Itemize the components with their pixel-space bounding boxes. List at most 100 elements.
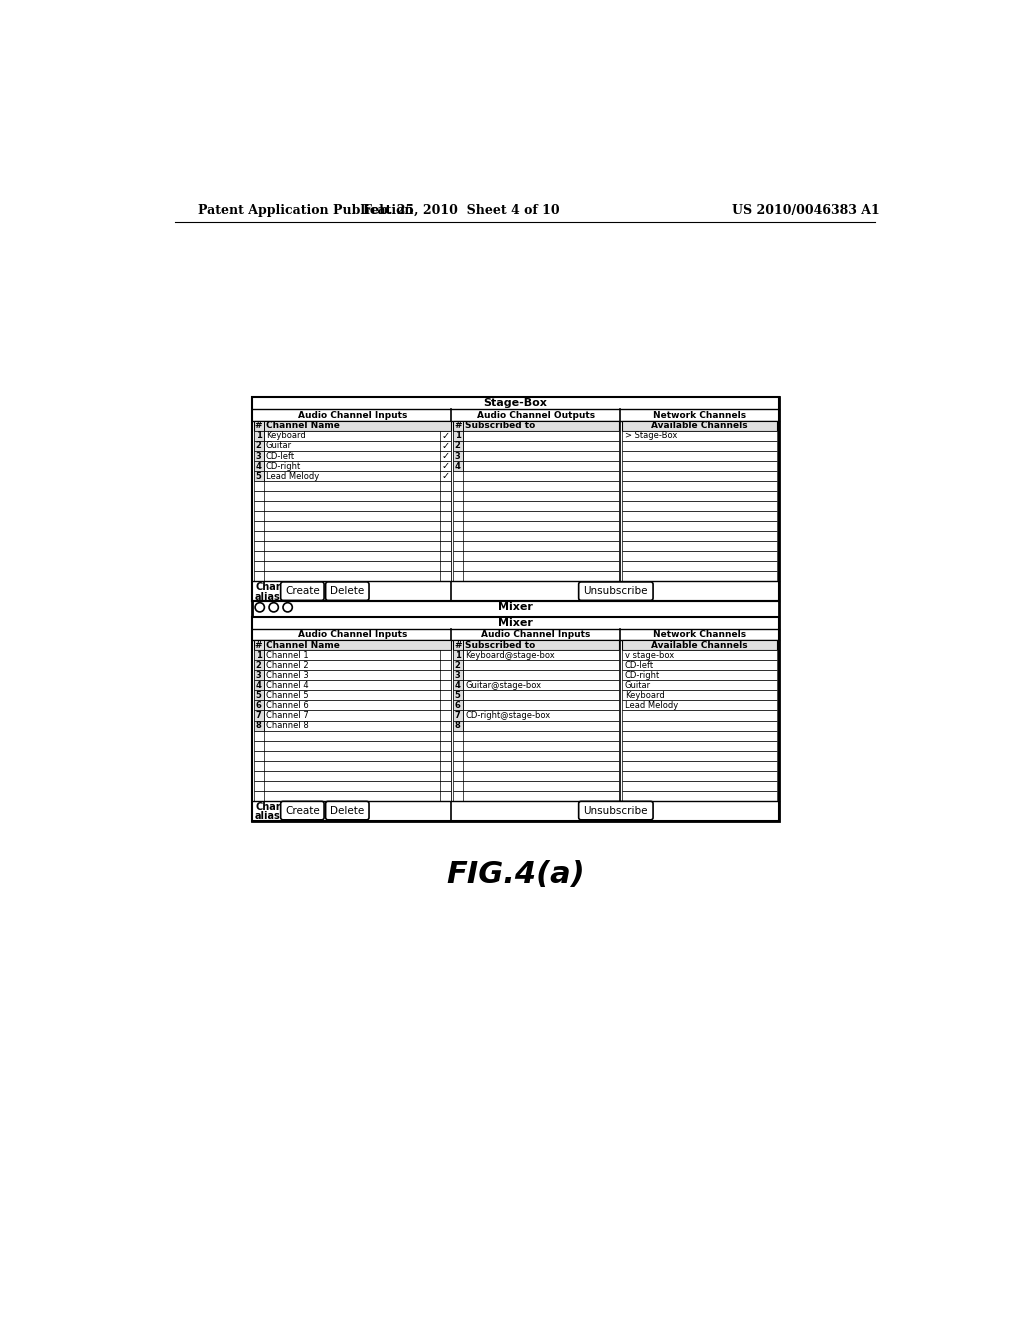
- Text: Channel Name: Channel Name: [266, 642, 340, 649]
- Text: 4: 4: [256, 462, 261, 470]
- Text: Audio Channel Inputs: Audio Channel Inputs: [298, 411, 408, 420]
- Bar: [254, 451, 452, 461]
- Text: Guitar: Guitar: [625, 681, 651, 690]
- Text: #: #: [255, 421, 262, 430]
- Text: Keyboard: Keyboard: [266, 432, 306, 441]
- Text: Channel 3: Channel 3: [266, 671, 308, 680]
- Text: Unsubscribe: Unsubscribe: [584, 805, 648, 816]
- Text: 5: 5: [256, 471, 261, 480]
- Text: 3: 3: [256, 451, 261, 461]
- Bar: [453, 701, 463, 710]
- Bar: [453, 461, 618, 471]
- Bar: [254, 491, 452, 502]
- Bar: [254, 521, 452, 531]
- Text: Channel: Channel: [255, 801, 300, 812]
- Bar: [254, 421, 452, 430]
- Bar: [622, 521, 777, 531]
- Bar: [622, 541, 777, 552]
- Bar: [254, 552, 452, 561]
- Text: #: #: [454, 421, 462, 430]
- Bar: [254, 681, 263, 690]
- Text: 5: 5: [256, 690, 261, 700]
- Text: CD-right@stage-box: CD-right@stage-box: [465, 711, 550, 719]
- Bar: [622, 441, 777, 451]
- FancyBboxPatch shape: [281, 801, 324, 820]
- Text: 4: 4: [455, 681, 461, 690]
- Bar: [252, 397, 779, 821]
- Text: 7: 7: [256, 711, 261, 719]
- Text: Channel 2: Channel 2: [266, 661, 308, 671]
- Bar: [453, 640, 618, 651]
- Bar: [254, 461, 263, 471]
- Bar: [453, 430, 618, 441]
- Text: 8: 8: [455, 721, 461, 730]
- Text: Network Channels: Network Channels: [653, 630, 746, 639]
- Text: 7: 7: [455, 711, 461, 719]
- Bar: [622, 421, 777, 430]
- Text: CD-right: CD-right: [625, 671, 660, 680]
- Bar: [453, 690, 618, 701]
- Bar: [254, 681, 452, 690]
- Bar: [453, 511, 618, 521]
- Bar: [453, 701, 618, 710]
- Text: 1: 1: [455, 432, 461, 441]
- Bar: [453, 430, 463, 441]
- Text: 1: 1: [256, 651, 261, 660]
- Bar: [254, 671, 452, 681]
- Bar: [254, 660, 452, 671]
- Text: Keyboard: Keyboard: [625, 690, 665, 700]
- Text: Network Channels: Network Channels: [653, 411, 746, 420]
- Text: CD-left: CD-left: [625, 661, 654, 671]
- Bar: [453, 681, 618, 690]
- Bar: [453, 491, 618, 502]
- Text: ✓: ✓: [441, 471, 450, 480]
- Bar: [622, 721, 777, 730]
- Text: v stage-box: v stage-box: [625, 651, 674, 660]
- Text: Unsubscribe: Unsubscribe: [584, 586, 648, 597]
- Bar: [254, 721, 452, 730]
- Text: Stage-Box: Stage-Box: [483, 399, 548, 408]
- Bar: [453, 710, 463, 721]
- Bar: [254, 480, 452, 491]
- Text: Channel 4: Channel 4: [266, 681, 308, 690]
- Text: Guitar: Guitar: [266, 441, 292, 450]
- Text: Channel 7: Channel 7: [266, 711, 308, 719]
- Bar: [254, 771, 452, 780]
- Bar: [254, 561, 452, 572]
- Bar: [622, 461, 777, 471]
- Bar: [453, 541, 618, 552]
- Bar: [622, 491, 777, 502]
- Bar: [453, 721, 618, 730]
- Bar: [254, 511, 452, 521]
- Text: 1: 1: [455, 651, 461, 660]
- Bar: [622, 701, 777, 710]
- Bar: [622, 561, 777, 572]
- Bar: [453, 660, 463, 671]
- Bar: [622, 640, 777, 651]
- Bar: [453, 751, 618, 760]
- Bar: [254, 471, 452, 480]
- Bar: [254, 640, 452, 651]
- FancyBboxPatch shape: [579, 582, 653, 601]
- Bar: [254, 791, 452, 800]
- Bar: [453, 660, 618, 671]
- Text: #: #: [454, 642, 462, 649]
- FancyBboxPatch shape: [579, 801, 653, 820]
- Text: Available Channels: Available Channels: [651, 642, 748, 649]
- Bar: [453, 572, 618, 581]
- Bar: [453, 502, 618, 511]
- Text: 4: 4: [256, 681, 261, 690]
- Text: Audio Channel Inputs: Audio Channel Inputs: [481, 630, 591, 639]
- Bar: [453, 721, 463, 730]
- Bar: [453, 441, 618, 451]
- Text: Delete: Delete: [330, 805, 365, 816]
- Text: 6: 6: [256, 701, 261, 710]
- Text: 4: 4: [455, 462, 461, 470]
- FancyBboxPatch shape: [326, 801, 369, 820]
- Bar: [254, 541, 452, 552]
- Bar: [622, 741, 777, 751]
- Bar: [453, 451, 463, 461]
- Text: CD-left: CD-left: [266, 451, 295, 461]
- Bar: [254, 751, 452, 760]
- Bar: [254, 710, 452, 721]
